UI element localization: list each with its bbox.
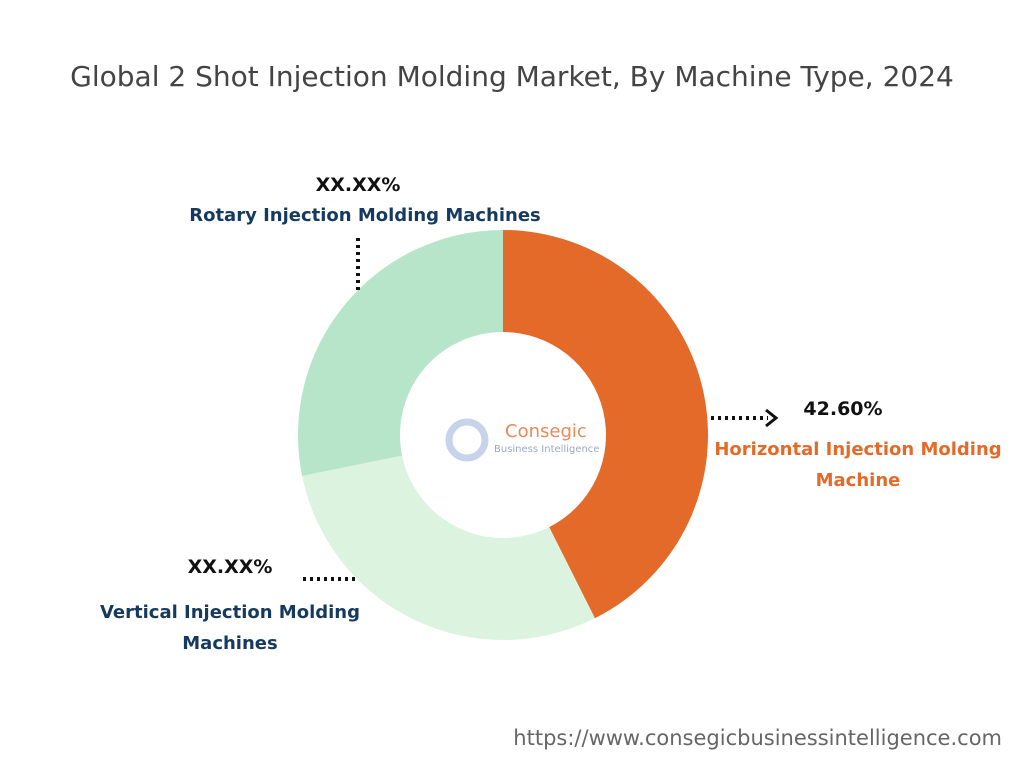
value-label: XX.XX% [187, 556, 273, 578]
chart-title: Global 2 Shot Injection Molding Market, … [70, 60, 954, 93]
category-label: Vertical Injection Molding Machines [99, 602, 361, 654]
logo-icon [445, 418, 489, 462]
slices [298, 230, 708, 641]
logo-name: Consegic [505, 421, 587, 442]
value-label: 42.60% [803, 398, 883, 420]
source-url: https://www.consegicbusinessintelligence… [513, 726, 1002, 750]
slice [503, 230, 708, 619]
leader-arrow [765, 408, 779, 428]
logo: Consegic Business Intelligence [445, 418, 599, 462]
value-label: XX.XX% [315, 174, 401, 196]
slice [302, 455, 595, 641]
category-label: Horizontal Injection Molding Machine [714, 439, 1002, 491]
category-label: Rotary Injection Molding Machines [189, 205, 541, 226]
leaders [303, 238, 768, 581]
logo-tagline: Business Intelligence [494, 444, 599, 455]
slice [298, 230, 503, 476]
